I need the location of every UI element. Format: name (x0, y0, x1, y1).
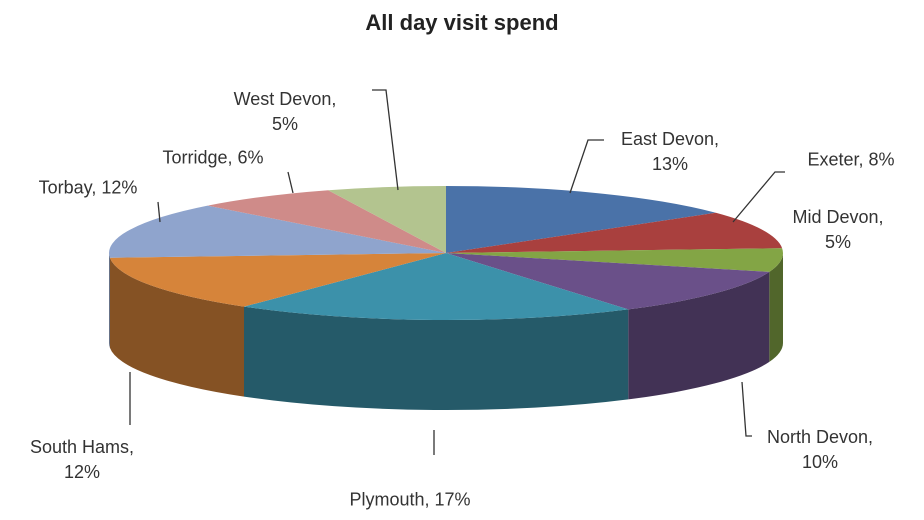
pie-side (109, 253, 110, 348)
value-label: 12% (101, 177, 138, 198)
leader-line (741, 381, 752, 437)
data-label: Exeter8% (807, 148, 894, 173)
chart-title: All day visit spend (365, 10, 559, 35)
pie-side (628, 271, 770, 400)
pie-slice (446, 248, 783, 272)
value-label: 17% (434, 489, 471, 510)
pie-slice (446, 212, 783, 253)
pie-slice (109, 205, 446, 258)
data-label: Torridge6% (162, 146, 263, 171)
leader-line (372, 89, 399, 191)
pie-side (244, 306, 629, 411)
pie-side (769, 253, 783, 362)
category-name: Exeter (807, 150, 863, 170)
value-label: 5% (824, 232, 851, 252)
data-label: Plymouth17% (349, 488, 470, 513)
category-name: North Devon (767, 427, 873, 447)
leader-line (287, 171, 294, 194)
category-name: Plymouth (349, 490, 429, 510)
data-label: South Hams 12% (30, 435, 134, 485)
category-name: Torridge (162, 148, 232, 168)
category-name: Torbay (39, 178, 97, 198)
leader-line (732, 171, 785, 223)
leader-line (569, 139, 604, 194)
category-name: South Hams (30, 437, 134, 457)
value-label: 5% (271, 114, 299, 134)
data-label: Mid Devon 5% (792, 205, 883, 255)
category-name: East Devon (621, 129, 719, 149)
pie-slice (207, 190, 446, 253)
pie-slice (244, 253, 629, 321)
pie-slice (109, 253, 447, 307)
category-name: West Devon (234, 89, 337, 109)
pie-side (109, 257, 245, 397)
value-label: 13% (651, 154, 689, 174)
category-name: Mid Devon (792, 207, 883, 227)
value-label: 12% (63, 462, 101, 482)
data-label: North Devon 10% (767, 425, 873, 475)
pie-slice (446, 253, 770, 310)
pie-slice (328, 185, 446, 253)
pie-slice (446, 185, 716, 253)
leader-line (157, 201, 161, 223)
data-label: East Devon 13% (621, 127, 719, 177)
data-label: West Devon 5% (234, 87, 337, 137)
value-label: 10% (801, 452, 839, 472)
value-label: 8% (868, 149, 895, 170)
value-label: 6% (237, 147, 264, 168)
data-label: Torbay12% (39, 176, 138, 201)
